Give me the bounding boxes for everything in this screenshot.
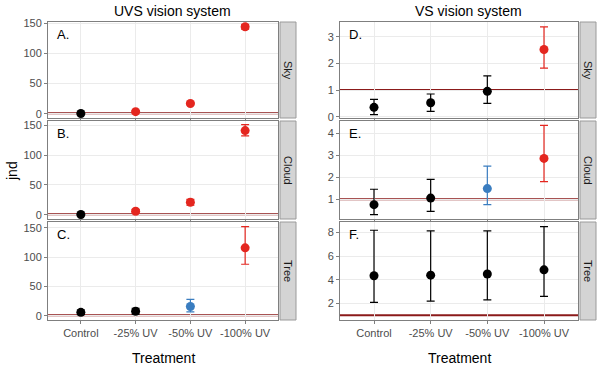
svg-text:3: 3	[328, 149, 334, 161]
svg-text:150: 150	[23, 17, 41, 29]
svg-text:2: 2	[328, 297, 334, 309]
svg-text:2: 2	[328, 171, 334, 183]
svg-text:50: 50	[30, 280, 42, 292]
svg-text:0: 0	[36, 108, 42, 120]
svg-text:0: 0	[328, 111, 334, 123]
svg-text:4: 4	[328, 127, 334, 139]
svg-text:3: 3	[328, 31, 334, 43]
svg-text:Cloud: Cloud	[282, 156, 294, 185]
svg-text:100: 100	[23, 251, 41, 263]
svg-text:-50% UV: -50% UV	[168, 327, 213, 339]
svg-text:B.: B.	[57, 126, 69, 141]
svg-text:150: 150	[23, 222, 41, 234]
svg-text:-100% UV: -100% UV	[220, 327, 271, 339]
svg-text:Cloud: Cloud	[582, 156, 594, 185]
svg-text:100: 100	[23, 149, 41, 161]
svg-text:8: 8	[328, 226, 334, 238]
svg-text:2: 2	[328, 57, 334, 69]
svg-text:6: 6	[328, 250, 334, 262]
svg-text:jnd: jnd	[4, 161, 20, 181]
svg-text:-100% UV: -100% UV	[519, 327, 570, 339]
svg-text:4: 4	[328, 274, 334, 286]
svg-text:Sky: Sky	[582, 61, 594, 80]
svg-text:50: 50	[30, 77, 42, 89]
svg-text:F.: F.	[349, 227, 359, 242]
svg-text:-25% UV: -25% UV	[409, 327, 454, 339]
svg-text:100: 100	[23, 47, 41, 59]
svg-text:D.: D.	[349, 27, 362, 42]
svg-text:Control: Control	[356, 327, 391, 339]
svg-text:E.: E.	[349, 126, 361, 141]
svg-text:1: 1	[328, 84, 334, 96]
svg-text:Treatment: Treatment	[132, 350, 195, 366]
svg-text:-25% UV: -25% UV	[114, 327, 159, 339]
svg-text:-50% UV: -50% UV	[465, 327, 510, 339]
svg-text:50: 50	[30, 179, 42, 191]
svg-text:A.: A.	[57, 27, 69, 42]
svg-text:C.: C.	[57, 227, 70, 242]
svg-text:UVS vision system: UVS vision system	[114, 3, 231, 19]
svg-text:0: 0	[36, 209, 42, 221]
svg-text:Tree: Tree	[282, 260, 294, 282]
svg-text:Treatment: Treatment	[428, 350, 491, 366]
svg-text:Control: Control	[63, 327, 98, 339]
svg-text:0: 0	[36, 310, 42, 322]
svg-text:Sky: Sky	[282, 61, 294, 80]
svg-text:Tree: Tree	[582, 260, 594, 282]
svg-text:VS vision system: VS vision system	[415, 3, 522, 19]
svg-text:1: 1	[328, 193, 334, 205]
svg-text:150: 150	[23, 119, 41, 131]
